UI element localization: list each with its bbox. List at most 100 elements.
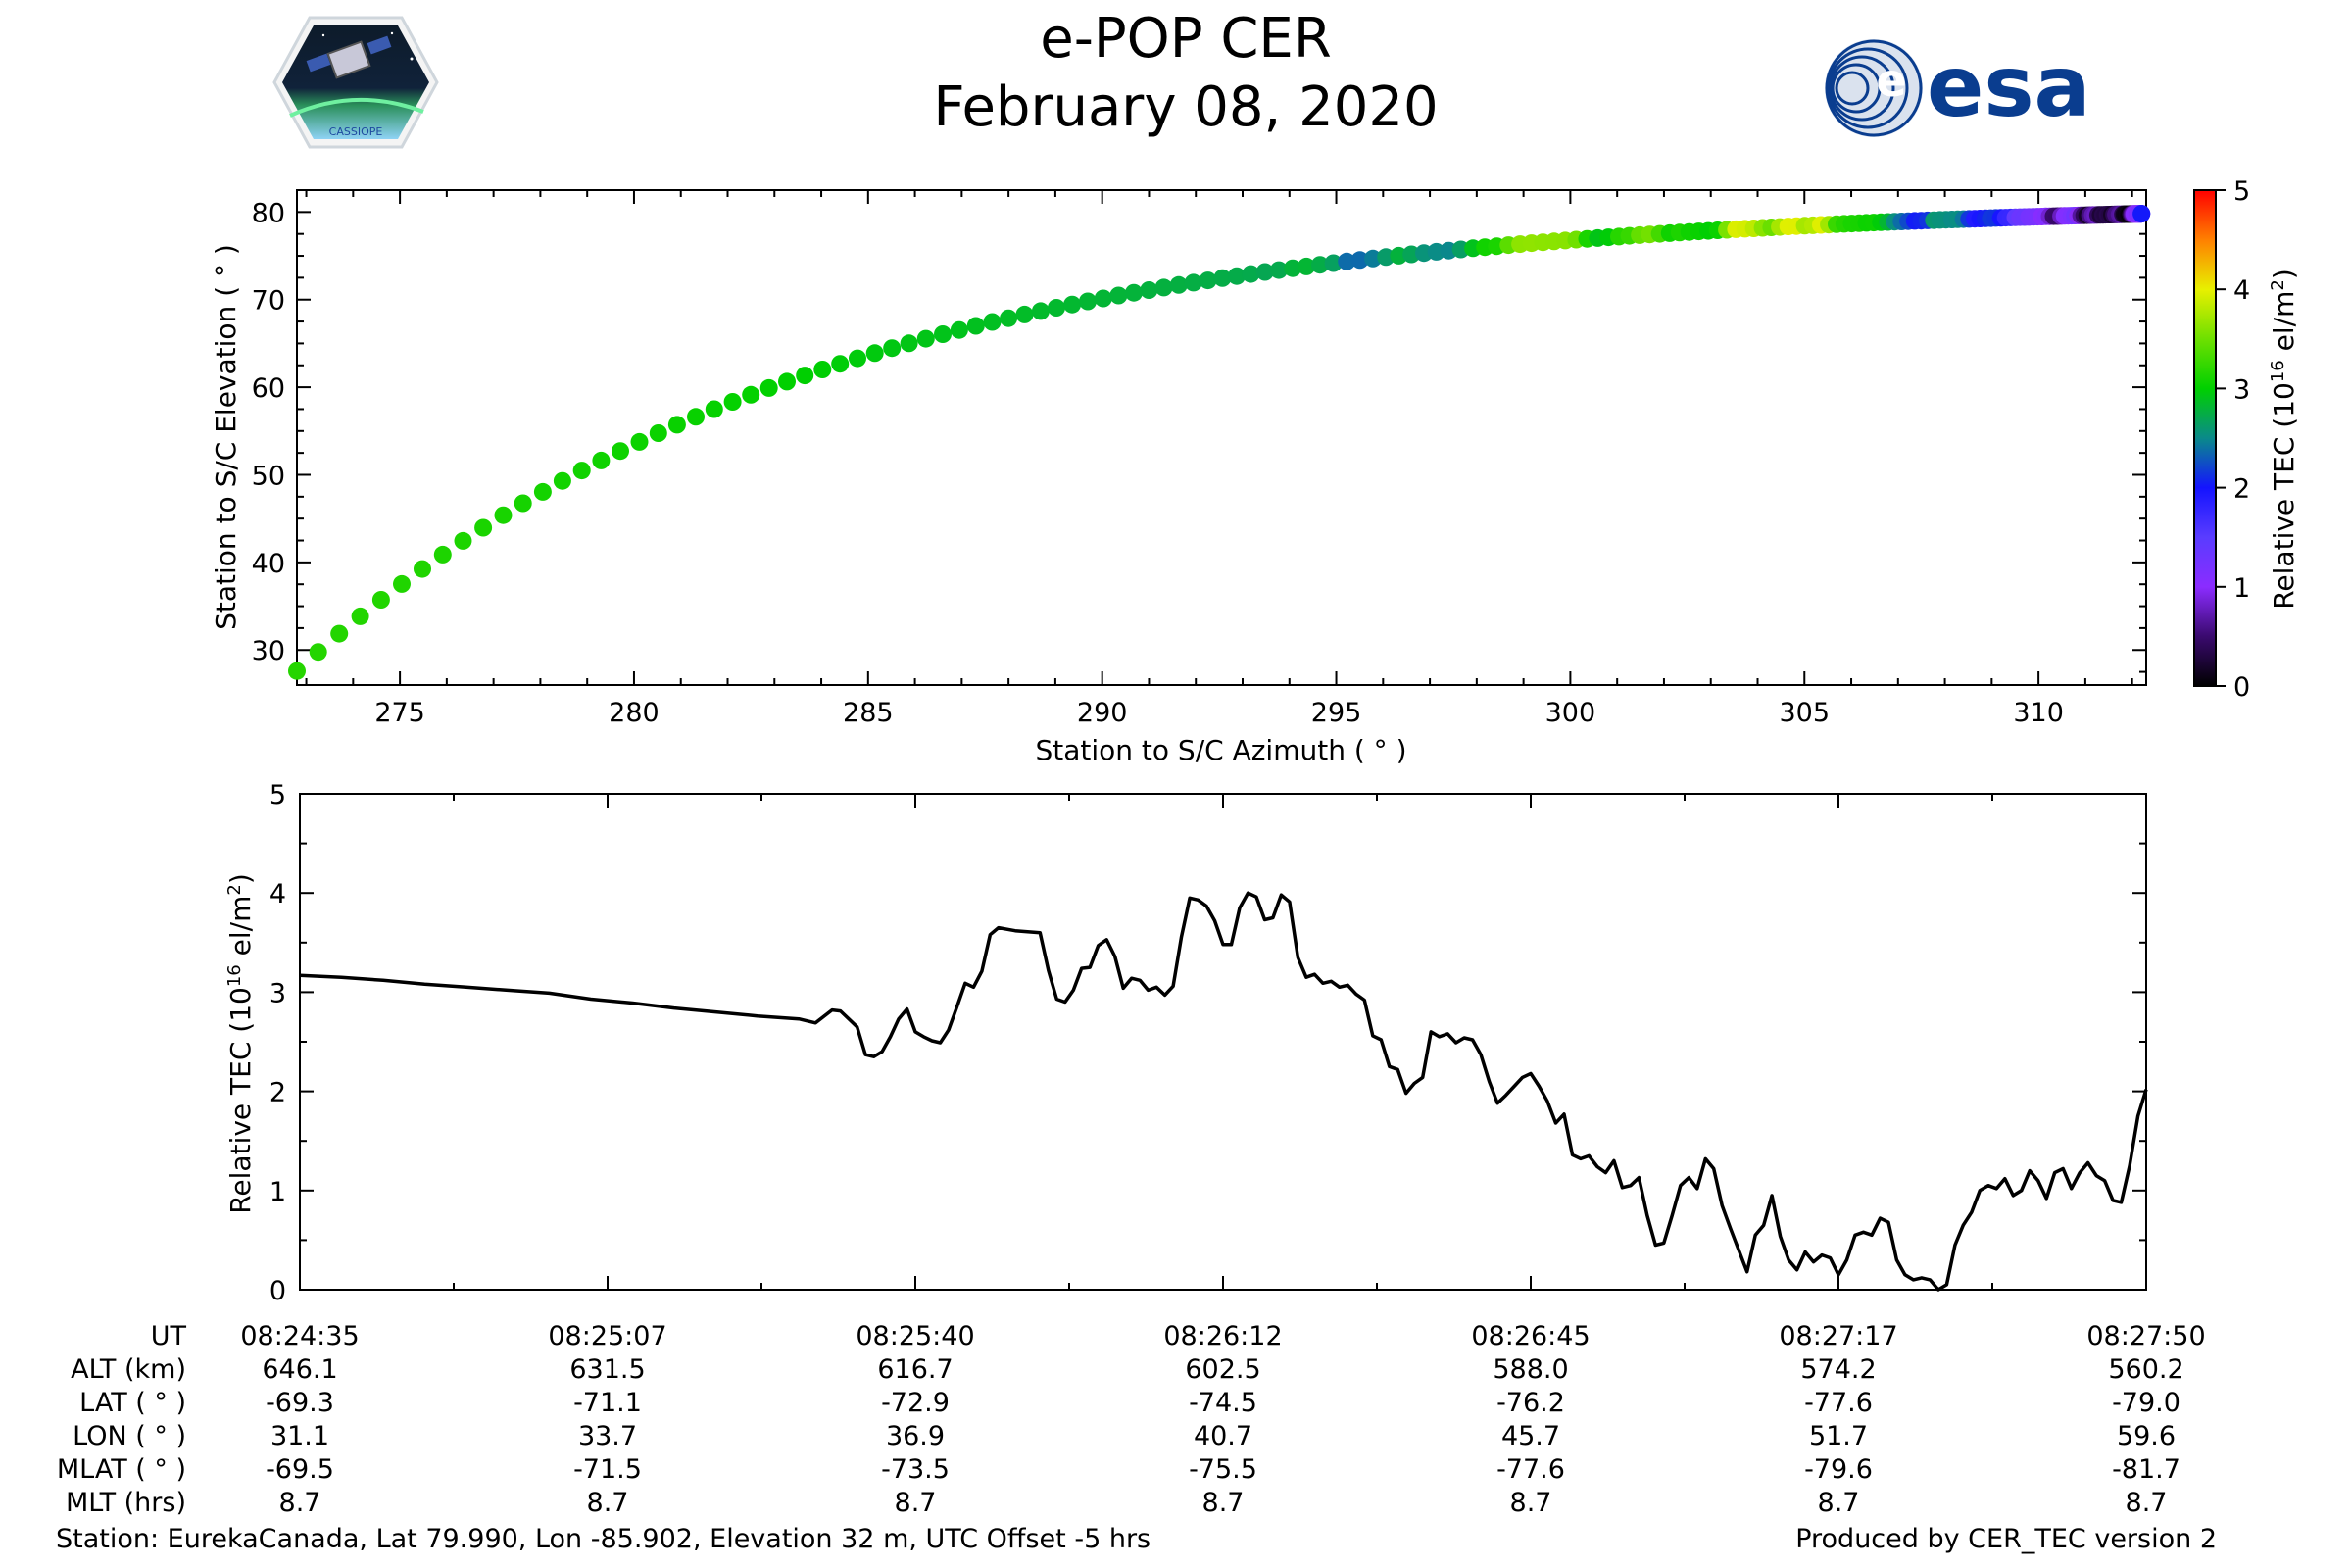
scatter-point [667, 416, 686, 434]
table-cell: -77.6 [1804, 1388, 1873, 1418]
table-cell: 8.7 [279, 1488, 321, 1518]
table-cell: 8.7 [1510, 1488, 1552, 1518]
scatter-point [916, 329, 935, 348]
table-cell: 8.7 [895, 1488, 937, 1518]
table-cell: -75.5 [1189, 1454, 1257, 1485]
tec-frame [299, 793, 2147, 1291]
scatter-point [1094, 289, 1112, 308]
scatter-point [1338, 252, 1356, 270]
scatter-xtick-label: 280 [609, 698, 660, 728]
scatter-point [612, 442, 629, 461]
scatter-point [1270, 261, 1288, 279]
scatter-frame [296, 189, 2147, 686]
table-cell: 616.7 [877, 1354, 953, 1385]
scatter-point [454, 531, 472, 550]
table-cell: -79.6 [1804, 1454, 1873, 1485]
scatter-point [849, 349, 866, 368]
scatter-point [934, 325, 952, 343]
table-row-label: LON ( ° ) [73, 1421, 186, 1451]
scatter-point [796, 367, 814, 385]
esa-logo: e esa [1825, 38, 2091, 137]
colorbar-ticks: 0 1 2 3 4 5 [2216, 176, 2250, 703]
table-cell: 08:24:35 [240, 1321, 359, 1351]
scatter-point [1169, 275, 1188, 294]
table-cell: -79.0 [2112, 1388, 2180, 1418]
table-cell: 8.7 [2126, 1488, 2168, 1518]
scatter-point [1125, 283, 1143, 302]
scatter-point [1063, 295, 1082, 314]
scatter-ylabel: Station to S/C Elevation ( ° ) [210, 244, 242, 630]
table-cell: -72.9 [881, 1388, 950, 1418]
tec-line-plot: 0 1 2 3 4 5 Relative TEC (1016 el/m2) [224, 780, 2148, 1306]
tec-ytick-label: 4 [270, 879, 286, 909]
scatter-point [309, 643, 327, 662]
tec-ytick-label: 2 [270, 1078, 286, 1108]
scatter-point [1284, 259, 1302, 277]
table-cell: -73.5 [881, 1454, 950, 1485]
scatter-ytick-label: 40 [252, 549, 285, 579]
table-cell: 588.0 [1493, 1354, 1568, 1385]
colorbar-label: Relative TEC (1016 el/m2) [2268, 269, 2300, 610]
scatter-point [1015, 305, 1034, 323]
tec-ytick-label: 1 [270, 1177, 286, 1207]
colorbar: 0 1 2 3 4 5 Relative TEC (1016 el/m2) [2193, 176, 2300, 703]
scatter-point [1184, 273, 1202, 292]
chart-date: February 08, 2020 [933, 75, 1438, 139]
table-cell: 602.5 [1185, 1354, 1260, 1385]
scatter-point [371, 591, 390, 609]
table-cell: 08:27:50 [2086, 1321, 2205, 1351]
table-cell: 08:27:17 [1779, 1321, 1897, 1351]
scatter-point [1199, 271, 1217, 290]
table-cell: 36.9 [886, 1421, 945, 1451]
colorbar-gradient [2193, 189, 2217, 687]
table-cell: -77.6 [1496, 1454, 1565, 1485]
table-cell: 8.7 [587, 1488, 629, 1518]
table-cell: 574.2 [1800, 1354, 1876, 1385]
scatter-point [553, 471, 571, 490]
scatter-point [831, 355, 850, 373]
scatter-point [883, 339, 902, 358]
table-cell: -69.5 [266, 1454, 334, 1485]
scatter-point [649, 424, 667, 442]
scatter-point [705, 400, 723, 418]
table-cell: -71.5 [573, 1454, 642, 1485]
scatter-point [288, 662, 306, 680]
scatter-ticks: 275 280 285 290 295 300 305 310 30 40 50 60 70 80 [252, 189, 2146, 728]
tec-ticks: 0 1 2 3 4 5 [270, 780, 2147, 1306]
scatter-point [1079, 292, 1097, 311]
scatter-xtick-label: 275 [374, 698, 425, 728]
scatter-point [1364, 249, 1382, 268]
scatter-points [288, 205, 2151, 680]
scatter-point [351, 607, 369, 625]
colorbar-tick-label: 4 [2233, 275, 2250, 306]
colorbar-tick-label: 0 [2233, 672, 2250, 703]
scatter-point [742, 385, 760, 404]
table-cell: -81.7 [2112, 1454, 2180, 1485]
svg-text:e: e [1876, 54, 1906, 107]
scatter-point [1140, 281, 1158, 299]
scatter-point [950, 320, 968, 339]
table-cell: -71.1 [573, 1388, 642, 1418]
table-row-label: MLT (hrs) [66, 1488, 186, 1518]
scatter-ytick-label: 50 [252, 461, 285, 491]
scatter-point [1310, 256, 1329, 274]
table-row-label: LAT ( ° ) [79, 1388, 186, 1418]
scatter-ytick-label: 70 [252, 286, 285, 317]
tec-series-line [299, 891, 2148, 1292]
scatter-xtick-label: 300 [1545, 698, 1596, 728]
scatter-point [533, 482, 552, 501]
table-cell: 40.7 [1194, 1421, 1252, 1451]
scatter-point [1213, 269, 1232, 287]
colorbar-tick-label: 5 [2233, 176, 2250, 207]
scatter-point [723, 393, 742, 411]
scatter-point [1255, 263, 1274, 281]
tec-ylabel: Relative TEC (1016 el/m2) [224, 873, 257, 1214]
scatter-point [1377, 248, 1396, 267]
chart-title: e-POP CER [1040, 7, 1331, 71]
table-cell: 646.1 [262, 1354, 337, 1385]
scatter-point [514, 494, 532, 513]
table-cell: 8.7 [1818, 1488, 1860, 1518]
scatter-xlabel: Station to S/C Azimuth ( ° ) [1035, 734, 1406, 766]
scatter-point [433, 545, 452, 564]
